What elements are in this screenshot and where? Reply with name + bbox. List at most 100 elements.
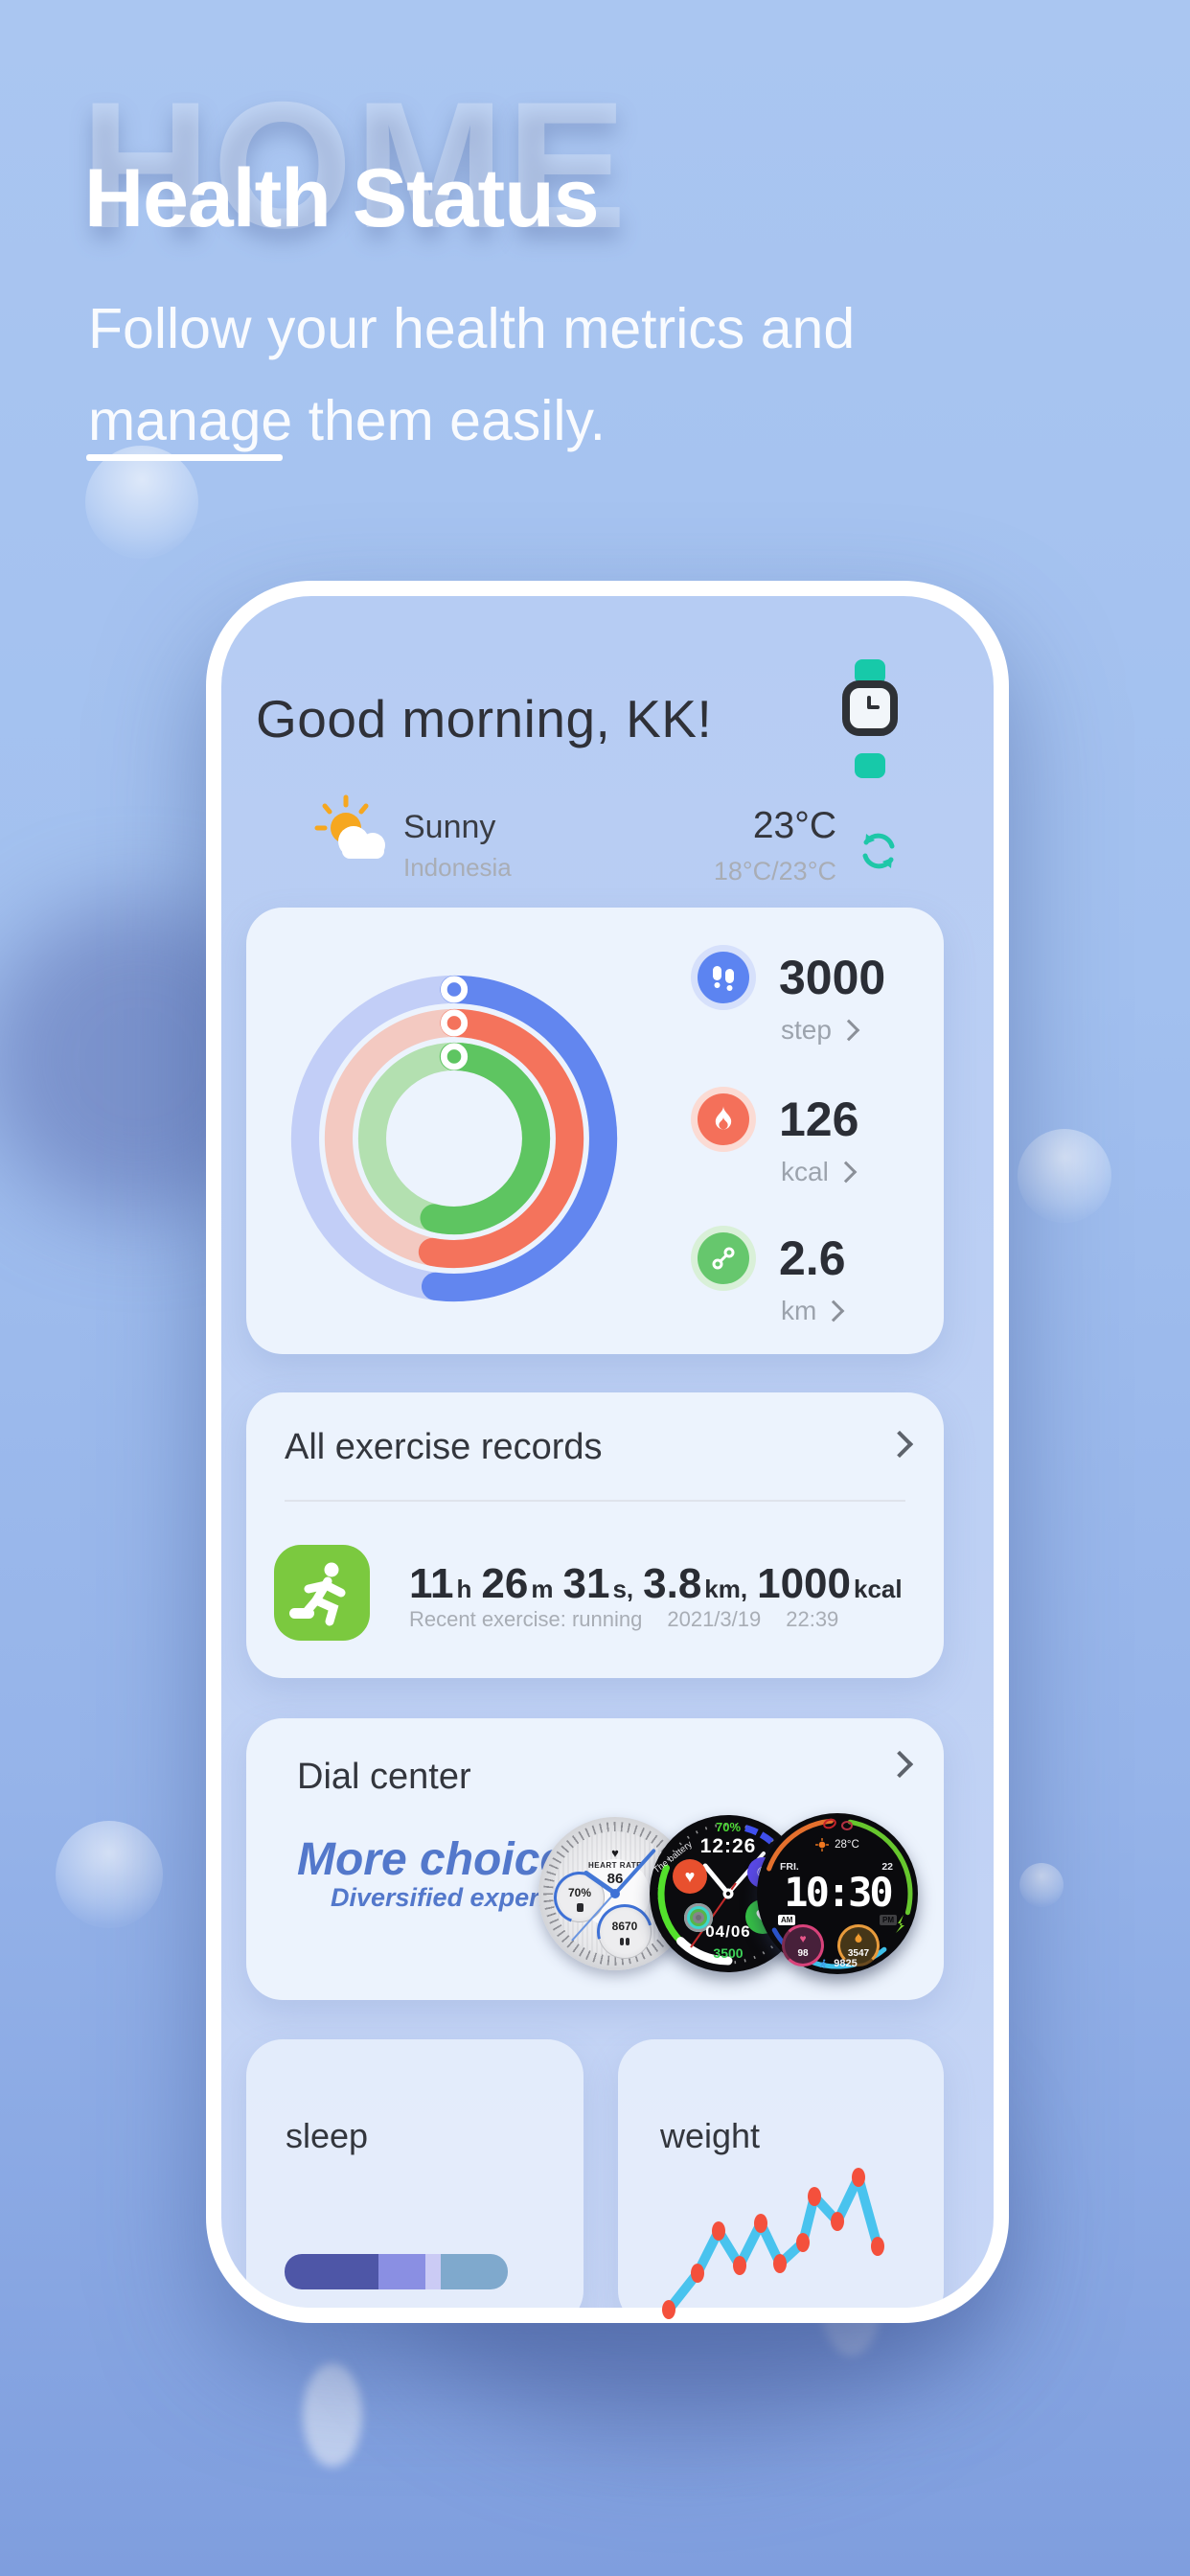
heart-rate-label: HEART RATE: [588, 1861, 642, 1870]
steps-subdial-value: 8670: [611, 1920, 638, 1933]
face3-date: 22: [881, 1861, 893, 1873]
am-badge: AM: [778, 1915, 796, 1925]
exercise-card-title: All exercise records: [285, 1427, 603, 1467]
title-underline: [86, 454, 283, 461]
watch-icon[interactable]: [842, 659, 898, 778]
exercise-subtext: Recent exercise: running 2021/3/19 22:39: [409, 1607, 838, 1632]
metric-unit: km,: [704, 1575, 748, 1603]
exercise-time: 22:39: [786, 1607, 839, 1631]
sleep-card[interactable]: sleep: [246, 2039, 584, 2308]
sleep-bar-segment: [441, 2254, 508, 2289]
sleep-bar-segment: [424, 2254, 442, 2289]
km-unit: km: [781, 1296, 817, 1325]
phone-screen: Good morning, KK! Sunny Indonesia 23°C 1…: [221, 596, 994, 2308]
greeting-text: Good morning, KK!: [256, 689, 713, 748]
subtitle-line-2: manage them easily.: [88, 388, 606, 452]
exercise-records-card[interactable]: All exercise records 11 h: [246, 1392, 944, 1678]
weather-temp: 23°C: [752, 805, 836, 846]
heart-rate-value: 98: [797, 1948, 809, 1959]
metric-value: 31: [562, 1560, 610, 1607]
watch-hand: [867, 696, 871, 709]
metric-value: 11: [409, 1560, 454, 1607]
sun-icon: [815, 1838, 830, 1852]
chevron-right-icon[interactable]: [885, 1430, 914, 1459]
chevron-right-icon[interactable]: [823, 1300, 845, 1322]
weight-line-chart: [662, 2168, 884, 2319]
activity-rings: [290, 975, 618, 1302]
hand-hub: [610, 1889, 620, 1898]
calories-value: 3547: [847, 1948, 870, 1959]
heart-app-icon: ♥: [673, 1859, 707, 1894]
sleep-bar: [285, 2254, 508, 2289]
weather-location: Indonesia: [403, 853, 512, 882]
metric-value: 3.8: [643, 1560, 702, 1607]
sleep-card-title: sleep: [286, 2116, 369, 2155]
face3-steps: 9825: [834, 1958, 858, 1969]
sleep-bar-segment: [285, 2254, 378, 2289]
steps-value: 3000: [779, 951, 886, 1004]
km-value: 2.6: [779, 1231, 846, 1285]
heart-icon: ♥: [799, 1932, 807, 1945]
divider: [285, 1500, 905, 1502]
weight-card-title: weight: [660, 2116, 761, 2155]
face3-steps-row: 9825: [757, 1957, 918, 1970]
phone-mockup: Good morning, KK! Sunny Indonesia 23°C 1…: [206, 581, 1009, 2323]
battery-icon: [577, 1903, 584, 1912]
steps-unit: step: [781, 1015, 832, 1045]
flame-icon: [698, 1093, 749, 1145]
face3-day: FRI.: [780, 1861, 799, 1873]
face3-weather: 28°C: [757, 1838, 918, 1852]
flame-icon: [840, 1932, 877, 1947]
exercise-date: 2021/3/19: [667, 1607, 762, 1631]
runner-icon: [819, 1959, 827, 1968]
footprints-icon: [620, 1938, 624, 1945]
chevron-right-icon[interactable]: [835, 1161, 858, 1184]
decor-bubble: [85, 446, 198, 559]
watchface-digital[interactable]: 28°C FRI. 22 10:30 AM PM ♥ 98 3547: [757, 1813, 918, 1974]
refresh-icon[interactable]: [856, 828, 902, 874]
decor-bubble: [56, 1821, 163, 1928]
watch-strap: [855, 659, 885, 684]
face3-time: 10:30: [784, 1869, 893, 1916]
face2-steps: 3500: [713, 1945, 744, 1961]
metric-value: 26: [481, 1560, 529, 1607]
subtitle-line-1: Follow your health metrics and: [88, 297, 856, 360]
weather-condition: Sunny: [403, 809, 496, 845]
page-title: Health Status: [84, 152, 600, 244]
steps-icon: [698, 952, 749, 1003]
metric-value: 1000: [757, 1560, 851, 1607]
running-icon: [274, 1545, 370, 1641]
watch-hand: [869, 705, 880, 709]
heart-icon: ♥: [611, 1846, 619, 1860]
steps-subdial: 8670: [586, 1894, 663, 1970]
calories-complication: 3547: [837, 1924, 880, 1966]
activity-card: 3000 step 126 kcal: [246, 908, 944, 1354]
route-icon: [698, 1232, 749, 1284]
heart-rate-complication: ♥ 98: [782, 1924, 824, 1966]
heart-rate-value: 86: [606, 1871, 624, 1887]
watch-strap: [855, 753, 885, 778]
chevron-right-icon[interactable]: [885, 1750, 914, 1779]
face3-temp: 28°C: [835, 1839, 859, 1851]
face2-date: 04/06: [705, 1922, 751, 1941]
weather-range: 18°C/23°C: [713, 857, 836, 886]
sun-cloud-icon: [314, 794, 385, 859]
metric-unit: kcal: [854, 1575, 903, 1603]
metric-unit: s,: [612, 1575, 634, 1603]
metric-unit: m: [531, 1575, 554, 1603]
home-watermark: HOME: [80, 64, 629, 265]
battery-percent: 70%: [715, 1820, 742, 1834]
dial-card-title: Dial center: [297, 1757, 471, 1797]
kcal-value: 126: [779, 1092, 859, 1146]
decor-bubble: [303, 2363, 362, 2467]
exercise-note: Recent exercise: running: [409, 1607, 643, 1631]
pm-badge: PM: [880, 1915, 897, 1925]
dial-center-card[interactable]: Dial center More choices Diversified exp…: [246, 1718, 944, 2000]
battery-subdial-value: 70%: [567, 1886, 592, 1899]
decor-bubble: [1019, 1863, 1064, 1907]
decor-bubble: [1018, 1129, 1111, 1223]
exercise-metrics: 11 h 26 m 31 s, 3.8 km, 1000 kcal: [409, 1560, 912, 1608]
sleep-bar-segment: [378, 2254, 425, 2289]
kcal-unit: kcal: [781, 1157, 829, 1186]
chevron-right-icon[interactable]: [837, 1019, 860, 1042]
